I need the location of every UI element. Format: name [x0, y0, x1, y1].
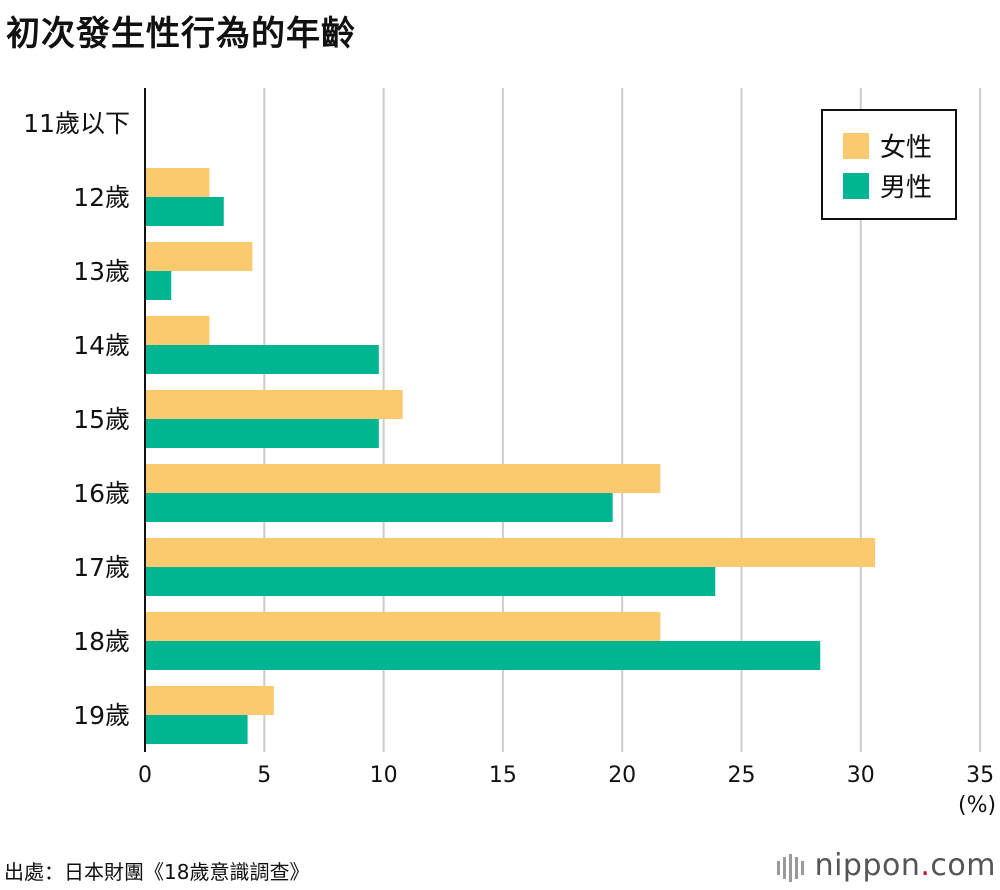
male-bar — [145, 641, 821, 670]
x-tick-label: 15 — [489, 763, 517, 788]
category-label: 12歲 — [73, 183, 130, 212]
brand-name: nippon — [814, 848, 921, 883]
legend-box — [821, 109, 957, 220]
x-tick-label: 25 — [728, 763, 756, 788]
category-label: 18歲 — [73, 627, 130, 656]
axes: 0 5 10 15 20 25 30 35 (%) 11歲以下 12歲 13歲 14歲 15歲 16歲 17歲… — [23, 88, 996, 818]
male-bar — [145, 197, 224, 226]
x-tick-label: 35 — [966, 763, 994, 788]
female-bar — [145, 242, 253, 271]
legend-label: 女性 — [880, 133, 932, 163]
category-label: 13歲 — [73, 257, 130, 286]
category-label: 11歲以下 — [23, 109, 130, 138]
brand-dot: . — [920, 848, 931, 883]
x-tick-label: 0 — [138, 763, 152, 788]
female-bar — [145, 686, 274, 715]
x-tick-label: 10 — [370, 763, 398, 788]
chart-title: 初次發生性行為的年齡 — [6, 14, 356, 54]
logo-bars-icon — [776, 849, 807, 884]
female-bar — [145, 612, 661, 641]
female-bar — [145, 390, 403, 419]
x-tick-label: 20 — [608, 763, 636, 788]
category-label: 17歲 — [73, 553, 130, 582]
category-label: 15歲 — [73, 405, 130, 434]
male-bar — [145, 419, 379, 448]
male-bar — [145, 271, 172, 300]
x-axis-unit: (%) — [958, 793, 996, 818]
category-label: 14歲 — [73, 331, 130, 360]
female-bar — [145, 464, 661, 493]
brand-suffix: com — [930, 848, 996, 883]
male-bar — [145, 345, 379, 374]
female-bar — [145, 168, 210, 197]
male-bar — [145, 715, 248, 744]
legend-swatch — [843, 173, 869, 199]
female-bar — [145, 538, 876, 567]
x-tick-label: 5 — [257, 763, 271, 788]
female-bar — [145, 316, 210, 345]
source-note: 出處：日本財團《18歲意識調查》 — [4, 860, 310, 884]
grid-lines — [263, 88, 982, 752]
x-tick-label: 30 — [847, 763, 875, 788]
legend-swatch — [843, 133, 869, 159]
brand-logo: nippon.com — [776, 848, 996, 884]
legend-label: 男性 — [880, 173, 932, 203]
male-bar — [145, 567, 716, 596]
category-label: 19歲 — [73, 701, 130, 730]
bars — [145, 168, 876, 744]
male-bar — [145, 493, 613, 522]
category-label: 16歲 — [73, 479, 130, 508]
